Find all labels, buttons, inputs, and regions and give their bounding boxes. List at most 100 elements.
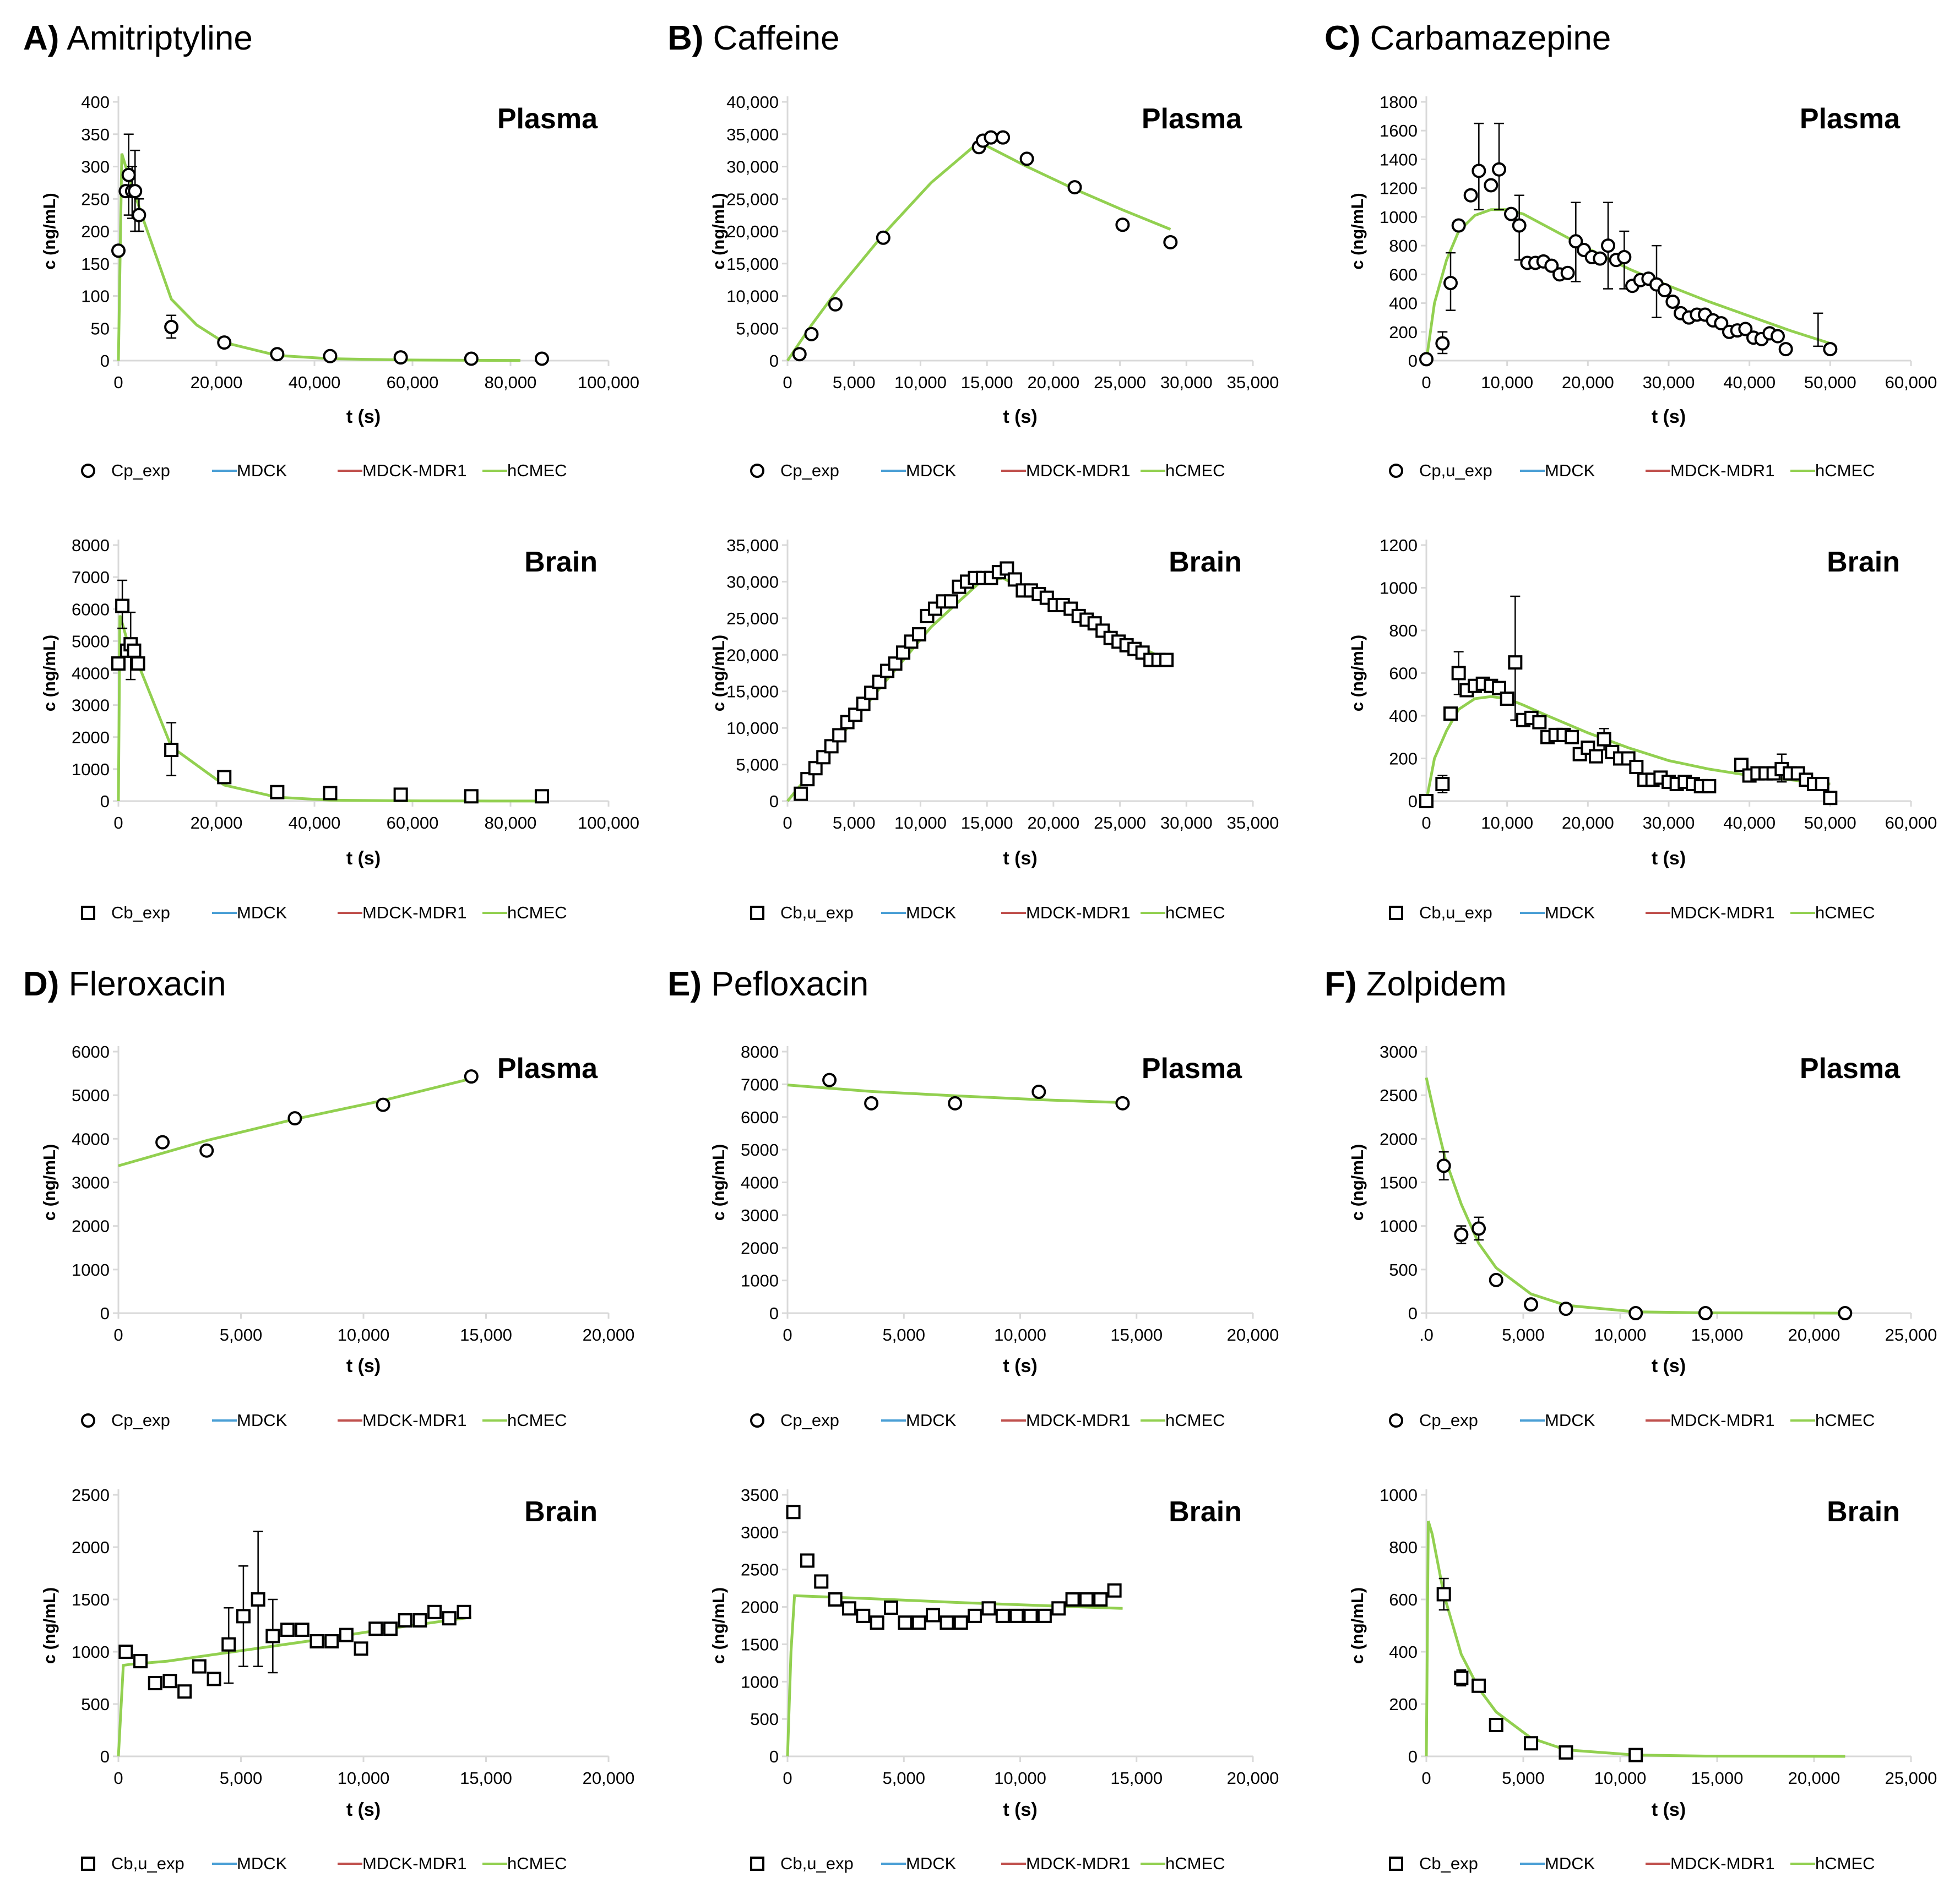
data-point (804, 326, 819, 341)
legend-label-hcmec: hCMEC (1165, 903, 1225, 922)
legend-marker-exp (1389, 1413, 1403, 1428)
x-tick-label: 0 (783, 1325, 792, 1345)
data-point (1565, 730, 1579, 744)
chart-A-brain: 0 1000 2000 3000 4000 5000 6000 7000 8000 0 20,000… (40, 536, 639, 922)
y-tick-label: 1000 (72, 760, 110, 779)
x-axis-title: t (s) (1652, 406, 1686, 427)
y-tick-label: 500 (1389, 1260, 1418, 1280)
legend-marker-exp (81, 1857, 95, 1871)
x-tick-label: 0 (783, 1768, 792, 1788)
chart-C-brain: 0 200 400 600 800 1000 1200 0 10,000 20,000 30,000… (1348, 536, 1937, 922)
x-tick-label: 10,000 (894, 813, 947, 832)
legend-label-mdck: MDCK (906, 461, 957, 480)
panel-heading: B) Caffeine (667, 19, 839, 57)
data-point (1037, 1608, 1052, 1623)
x-tick-label: 5,000 (882, 1325, 925, 1345)
tissue-label: Plasma (1142, 103, 1242, 135)
data-point (131, 656, 145, 671)
data-point (940, 1615, 954, 1630)
data-point (534, 789, 549, 804)
data-point (192, 1659, 207, 1674)
x-tick-label: 5,000 (833, 813, 876, 832)
data-point (1815, 777, 1829, 791)
data-point (1051, 1601, 1066, 1616)
x-tick-label: 30,000 (1643, 813, 1695, 832)
panel-heading: F) Zolpidem (1324, 965, 1507, 1003)
y-tick-label: 5,000 (736, 755, 779, 775)
y-tick-label: 3000 (72, 696, 110, 715)
x-tick-label: 30,000 (1160, 373, 1213, 392)
legend-label-exp: Cb_exp (111, 903, 170, 922)
legend-label-mdck: MDCK (906, 1854, 957, 1873)
y-tick-label: 0 (769, 1304, 779, 1323)
legend-marker-exp (750, 1857, 764, 1871)
legend-label-exp: Cb,u_exp (1419, 903, 1492, 922)
x-tick-label: 10,000 (994, 1325, 1046, 1345)
x-tick-label: 20,000 (1227, 1325, 1279, 1345)
y-tick-label: 4000 (72, 1129, 110, 1149)
y-tick-label: 2000 (72, 1538, 110, 1557)
x-tick-label: 15,000 (460, 1325, 512, 1345)
x-tick-label: 15,000 (961, 373, 1013, 392)
legend-label-hcmec: hCMEC (507, 903, 567, 922)
data-point (1778, 342, 1793, 357)
series-line-hcmec (1425, 208, 1831, 361)
legend-label-mdck: MDCK (237, 903, 287, 922)
x-tick-label: 20,000 (583, 1768, 635, 1788)
series-line-hcmec (786, 140, 1171, 362)
legend-label-hcmec: hCMEC (507, 1411, 567, 1430)
data-point (794, 786, 808, 801)
legend-label-hcmec: hCMEC (1165, 1411, 1225, 1430)
x-tick-label: 5,000 (220, 1325, 263, 1345)
legend-marker-exp (1389, 464, 1403, 478)
data-point (888, 656, 903, 671)
y-tick-label: 0 (769, 351, 779, 371)
legend-label-exp: Cp_exp (111, 1411, 170, 1430)
data-point (217, 770, 232, 785)
x-tick-label: 20,000 (1562, 813, 1614, 832)
y-tick-label: 1200 (1380, 536, 1418, 555)
legend-label-mdck-mdr1: MDCK-MDR1 (362, 1854, 466, 1873)
y-tick-label: 600 (1389, 265, 1418, 284)
y-tick-label: 200 (1389, 323, 1418, 342)
y-tick-label: 0 (1408, 1747, 1418, 1766)
data-point (984, 130, 998, 145)
data-point (953, 1615, 968, 1630)
data-point (968, 1608, 982, 1623)
legend: Cb,u_exp MDCK MDCK-MDR1 hCMEC (750, 1854, 1225, 1873)
data-point (442, 1611, 457, 1626)
legend: Cp_exp MDCK MDCK-MDR1 hCMEC (750, 461, 1225, 480)
x-axis-title: t (s) (1003, 406, 1037, 427)
y-tick-label: 400 (81, 92, 110, 112)
x-tick-label: 20,000 (1562, 373, 1614, 392)
data-point (1628, 1748, 1643, 1762)
data-point (217, 335, 232, 350)
data-point (848, 707, 863, 722)
x-tick-label: 0 (783, 813, 792, 832)
y-tick-label: 300 (81, 157, 110, 177)
data-point (792, 347, 807, 362)
y-tick-label: 4000 (741, 1173, 779, 1193)
y-tick-label: 400 (1389, 706, 1418, 726)
x-tick-label: 35,000 (1227, 373, 1279, 392)
data-point (1524, 1736, 1539, 1751)
legend-label-mdck-mdr1: MDCK-MDR1 (1670, 903, 1774, 922)
data-point (398, 1613, 412, 1628)
legend-label-mdck: MDCK (237, 1854, 287, 1873)
data-point (870, 1615, 884, 1630)
y-tick-label: 800 (1389, 621, 1418, 640)
legend-label-mdck: MDCK (237, 461, 287, 480)
tissue-label: Plasma (497, 103, 598, 135)
data-point (1454, 1227, 1469, 1242)
data-point (148, 1676, 162, 1690)
x-tick-label: 25,000 (1885, 1325, 1937, 1345)
data-point (911, 1615, 926, 1630)
series-line-mdck-mdr1 (786, 576, 1171, 802)
y-tick-label: 6000 (72, 1042, 110, 1062)
x-tick-label: 20,000 (583, 1325, 635, 1345)
x-tick-label: 40,000 (289, 813, 341, 832)
y-tick-label: 800 (1389, 236, 1418, 255)
legend-marker-exp (750, 1413, 764, 1428)
data-point (824, 739, 839, 754)
series-line-hcmec (787, 1084, 1123, 1104)
